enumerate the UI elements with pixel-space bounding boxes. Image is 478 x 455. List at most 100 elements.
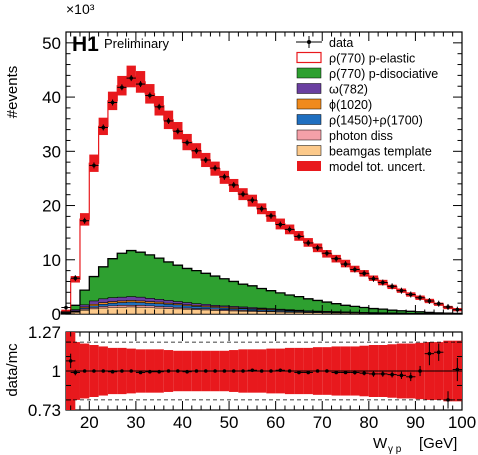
ratio-point [154, 369, 164, 374]
ratio-point [219, 369, 230, 373]
preliminary-label: Preliminary [104, 36, 170, 51]
data-point [70, 275, 80, 282]
legend-entry: model tot. uncert. [297, 160, 426, 174]
x-axis-label-w: W [373, 435, 388, 452]
y-axis-label: #events [4, 66, 21, 119]
data-point [126, 75, 136, 82]
data-point [284, 226, 295, 233]
ratio-point [89, 369, 99, 373]
data-point [359, 270, 369, 277]
svg-text:ρ(770) p-disociative: ρ(770) p-disociative [329, 67, 438, 81]
data-point [229, 181, 239, 188]
ratio-point [238, 369, 248, 373]
ratio-point [163, 369, 174, 373]
ratio-point [350, 370, 360, 375]
data-point [406, 291, 416, 298]
x-tick-label: 80 [359, 413, 378, 432]
data-point [368, 275, 379, 282]
ratio-point [79, 369, 90, 373]
legend-entry: ρ(1450)+ρ(1700) [296, 114, 423, 128]
svg-text:data: data [329, 36, 353, 50]
ratio-point [257, 369, 267, 373]
ratio-point [340, 370, 351, 375]
legend-entry: data [296, 36, 353, 50]
legend-entry: ω(782) [296, 83, 368, 97]
data-point [145, 92, 155, 99]
ratio-point [322, 369, 332, 373]
ratio-point [229, 369, 239, 373]
y-tick-label: 50 [42, 34, 61, 53]
ratio-point [145, 369, 155, 374]
data-point [79, 217, 90, 224]
y-multiplier: ×10³ [66, 1, 95, 17]
legend-entry: ρ(770) p-disociative [296, 67, 438, 81]
svg-text:ρ(1450)+ρ(1700): ρ(1450)+ρ(1700) [329, 114, 423, 128]
data-point [191, 147, 202, 154]
data-point [201, 156, 211, 163]
data-point [182, 139, 192, 146]
ratio-y-tick-label: 0.73 [28, 401, 61, 420]
data-point [238, 191, 248, 198]
ratio-point [434, 343, 444, 361]
data-point [117, 84, 127, 91]
x-tick-label: 60 [266, 413, 285, 432]
data-point [303, 239, 313, 246]
ratio-point [126, 369, 136, 373]
ratio-point [303, 370, 313, 375]
ratio-y-axis-label: data/mc [4, 343, 21, 397]
data-point [322, 250, 332, 257]
ratio-data-points [66, 342, 462, 409]
ratio-point [452, 358, 462, 382]
svg-text:beamgas template: beamgas template [329, 145, 432, 159]
svg-text:model tot. uncert.: model tot. uncert. [329, 160, 426, 174]
x-tick-label: 70 [313, 413, 332, 432]
ratio-panel: 0.73 1 1.27 20 30 40 50 60 70 80 90 100 data/mc W … [4, 323, 476, 455]
x-tick-label: 100 [448, 413, 476, 432]
svg-text:ω(782): ω(782) [329, 83, 368, 97]
ratio-point [406, 372, 416, 382]
y-tick-label: 40 [42, 88, 61, 107]
y-tick-label: 20 [42, 197, 61, 216]
ratio-point [173, 369, 183, 373]
legend-entry: ϕ(1020) [296, 98, 372, 112]
ratio-point [424, 342, 435, 366]
data-point [210, 165, 220, 172]
experiment-label: H1 [72, 33, 99, 56]
ratio-point [107, 369, 118, 374]
ratio-point [359, 371, 369, 376]
data-point [452, 306, 462, 313]
data-point [294, 233, 304, 240]
legend-entry: beamgas template [296, 145, 432, 159]
svg-text:photon diss: photon diss [329, 129, 393, 143]
data-point [443, 303, 453, 310]
x-axis-ticks: 20 30 40 50 60 70 80 90 100 [70, 332, 476, 432]
legend-entry: photon diss [296, 129, 393, 143]
ratio-point [396, 371, 407, 379]
ratio-point [443, 391, 453, 409]
stacked-components [60, 249, 463, 315]
data-point [163, 117, 174, 124]
data-point [331, 255, 341, 262]
data-point [387, 283, 397, 290]
x-tick-label: 20 [80, 413, 99, 432]
data-point [350, 266, 360, 273]
data-point [378, 279, 388, 286]
data-point [89, 162, 99, 169]
data-point [173, 128, 183, 135]
x-tick-label: 30 [126, 413, 145, 432]
ratio-point [191, 369, 202, 373]
svg-text:ϕ(1020): ϕ(1020) [329, 98, 372, 112]
data-point [340, 261, 351, 268]
data-point [257, 205, 267, 212]
ratio-point [294, 370, 304, 375]
ratio-y-tick-label: 1 [52, 362, 61, 381]
data-point [396, 287, 407, 294]
ratio-point [182, 369, 192, 374]
ratio-point [284, 369, 295, 373]
y-tick-label: 30 [42, 142, 61, 161]
ratio-point [210, 369, 220, 373]
x-tick-label: 50 [220, 413, 239, 432]
